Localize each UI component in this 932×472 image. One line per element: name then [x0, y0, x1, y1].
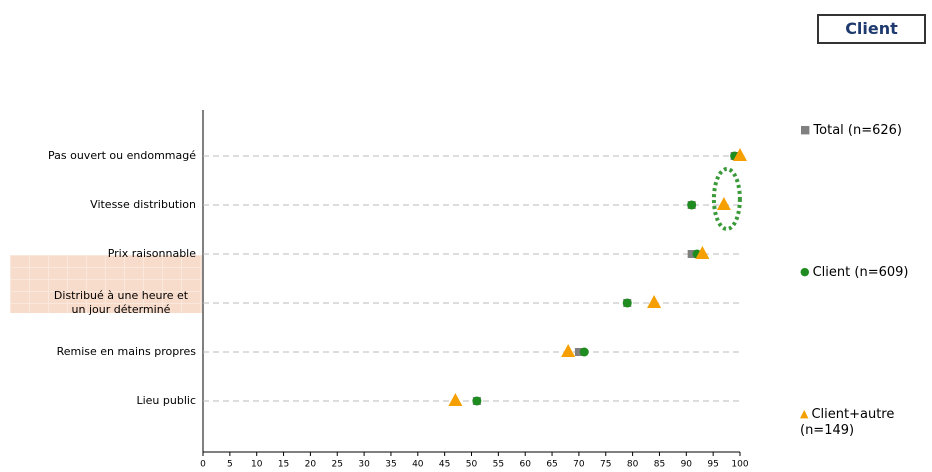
marker-circle: [622, 298, 632, 308]
legend-item: ■ Total (n=626): [800, 122, 920, 139]
legend-label: Client+autre (n=149): [800, 407, 895, 438]
marker-triangle: [448, 393, 463, 406]
x-tick-label: 55: [493, 460, 504, 470]
legend-item: ▲ Client+autre (n=149): [800, 406, 900, 439]
x-tick-label: 65: [546, 460, 557, 470]
marker-triangle: [561, 344, 576, 357]
x-tick-label: 80: [627, 460, 639, 470]
marker-triangle: [716, 197, 731, 210]
legend-swatch: ▲: [800, 407, 809, 420]
x-tick-label: 85: [654, 460, 665, 470]
highlight-ellipse: [711, 167, 742, 231]
x-tick-label: 60: [519, 460, 531, 470]
x-tick-label: 70: [573, 460, 585, 470]
marker-triangle: [695, 246, 710, 259]
legend-item: ● Client (n=609): [800, 264, 920, 281]
x-tick-label: 45: [439, 460, 450, 470]
x-tick-label: 100: [731, 460, 748, 470]
category-label: Distribué à une heure et un jour détermi…: [53, 289, 189, 316]
x-tick-label: 95: [707, 460, 718, 470]
x-tick-label: 15: [278, 460, 289, 470]
x-tick-label: 35: [385, 460, 396, 470]
category-label: Pas ouvert ou endommagé: [48, 149, 196, 162]
legend-label: Client (n=609): [812, 265, 909, 280]
marker-square: [687, 250, 696, 258]
legend-swatch: ■: [800, 123, 811, 136]
category-label: Prix raisonnable: [107, 247, 196, 260]
x-tick-label: 5: [227, 460, 233, 470]
x-tick-label: 10: [251, 460, 263, 470]
marker-square: [574, 348, 583, 356]
x-tick-label: 40: [412, 460, 424, 470]
x-tick-label: 50: [466, 460, 478, 470]
legend-swatch: ●: [800, 265, 810, 278]
x-tick-label: 30: [358, 460, 370, 470]
x-tick-label: 25: [332, 460, 343, 470]
marker-circle: [687, 200, 697, 210]
category-label: Vitesse distribution: [90, 198, 196, 211]
x-tick-label: 0: [200, 460, 206, 470]
marker-triangle: [647, 295, 662, 308]
marker-circle: [472, 396, 482, 406]
x-tick-label: 20: [305, 460, 317, 470]
highlight: [10, 255, 202, 313]
marker-circle: [579, 347, 589, 357]
marker-triangle: [733, 148, 747, 161]
category-label: Lieu public: [136, 394, 196, 407]
category-label: Remise en mains propres: [56, 345, 196, 358]
legend-label: Total (n=626): [813, 123, 902, 138]
x-tick-label: 90: [681, 460, 693, 470]
x-tick-label: 75: [600, 460, 611, 470]
chart-title: Client: [817, 14, 926, 44]
